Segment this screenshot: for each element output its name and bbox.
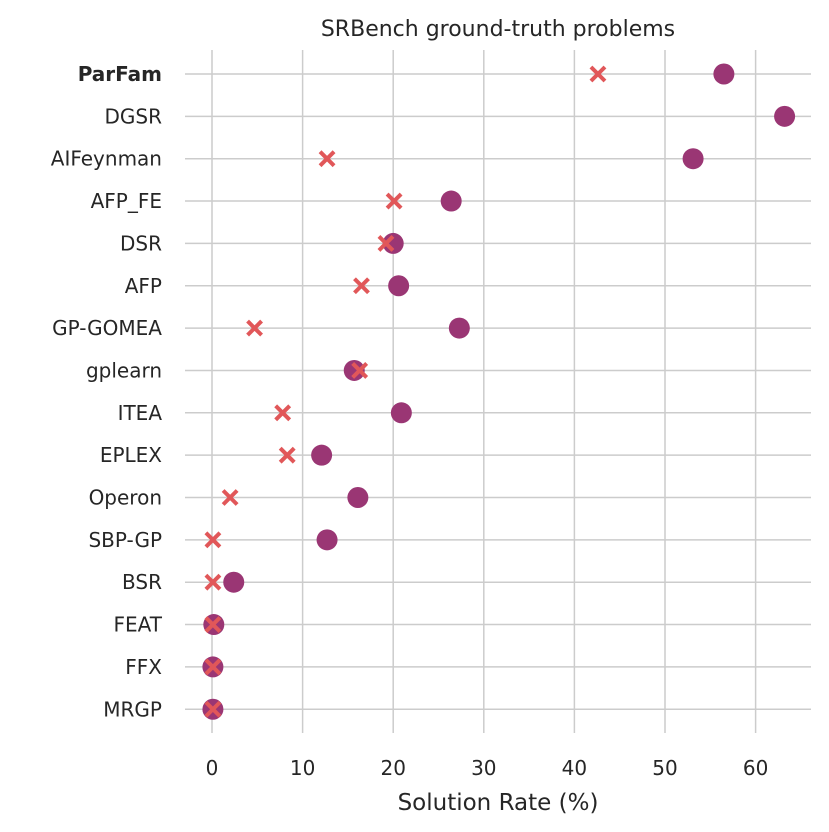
data-marks — [202, 63, 796, 720]
circle-point — [774, 105, 796, 127]
circle-point — [440, 190, 462, 212]
y-tick-label: FEAT — [114, 613, 163, 637]
circle-point — [448, 317, 470, 339]
cross-point — [589, 65, 607, 83]
y-tick-label: ITEA — [118, 401, 163, 425]
cross-stroke — [204, 700, 222, 718]
x-tick-labels: 0 10 20 30 40 50 60 — [206, 756, 769, 780]
cross-point — [385, 192, 403, 210]
cross-stroke — [221, 489, 239, 506]
cross-stroke — [353, 277, 370, 295]
x-tick-label: 10 — [290, 756, 315, 780]
cross-point — [353, 277, 370, 295]
cross-point — [278, 446, 296, 464]
circle-point — [347, 487, 369, 508]
circle-point — [713, 63, 735, 85]
cross-point — [204, 700, 222, 718]
cross-stroke — [385, 192, 403, 210]
cross-point — [221, 489, 239, 506]
y-tick-label: AIFeynman — [51, 147, 162, 171]
y-tick-label: AFP_FE — [91, 189, 162, 213]
circle-point — [316, 529, 338, 551]
cross-point — [204, 616, 222, 633]
y-tick-label: MRGP — [103, 697, 162, 721]
grid — [185, 50, 811, 733]
y-tick-label: EPLEX — [100, 443, 162, 467]
x-axis-label: Solution Rate (%) — [398, 790, 599, 816]
cross-stroke — [351, 362, 369, 379]
circle-point — [682, 148, 704, 170]
circle-point — [390, 402, 412, 424]
cross-stroke — [274, 404, 292, 422]
y-tick-label: DGSR — [105, 104, 163, 128]
cross-point — [204, 573, 222, 591]
cross-point — [377, 234, 395, 252]
y-tick-label: ParFam — [78, 62, 162, 86]
circle-point — [382, 232, 404, 254]
cross-point — [204, 658, 222, 676]
x-tick-label: 30 — [471, 756, 496, 780]
circle-point — [223, 571, 245, 593]
cross-stroke — [204, 658, 222, 676]
cross-stroke — [204, 573, 222, 591]
y-tick-label: BSR — [122, 570, 162, 594]
y-tick-label: gplearn — [86, 358, 162, 382]
cross-point — [274, 404, 292, 422]
x-tick-label: 20 — [380, 756, 405, 780]
y-tick-label: GP-GOMEA — [52, 316, 162, 340]
y-tick-labels: ParFam DGSR AIFeynman AFP_FE DSR AFP GP-GOMEA g… — [51, 62, 163, 721]
cross-stroke — [589, 65, 607, 83]
y-tick-label: FFX — [125, 655, 162, 679]
x-tick-label: 50 — [652, 756, 677, 780]
x-tick-label: 40 — [562, 756, 587, 780]
cross-stroke — [377, 234, 395, 252]
cross-point — [204, 531, 222, 549]
chart-title: SRBench ground-truth problems — [321, 17, 675, 42]
cross-point — [246, 319, 263, 337]
cross-stroke — [318, 150, 336, 168]
cross-stroke — [246, 319, 263, 337]
y-tick-label: DSR — [120, 231, 162, 255]
y-tick-label: AFP — [125, 274, 162, 298]
cross-stroke — [278, 446, 296, 464]
circle-point — [311, 444, 333, 466]
circle-point — [343, 359, 365, 381]
cross-point — [318, 150, 336, 168]
cross-stroke — [204, 531, 222, 549]
cross-point — [351, 362, 369, 379]
y-tick-label: Operon — [89, 486, 162, 510]
x-tick-label: 0 — [206, 756, 219, 780]
circle-point — [388, 275, 410, 297]
y-tick-label: SBP-GP — [88, 528, 162, 552]
cross-stroke — [204, 616, 222, 633]
x-tick-label: 60 — [743, 756, 768, 780]
